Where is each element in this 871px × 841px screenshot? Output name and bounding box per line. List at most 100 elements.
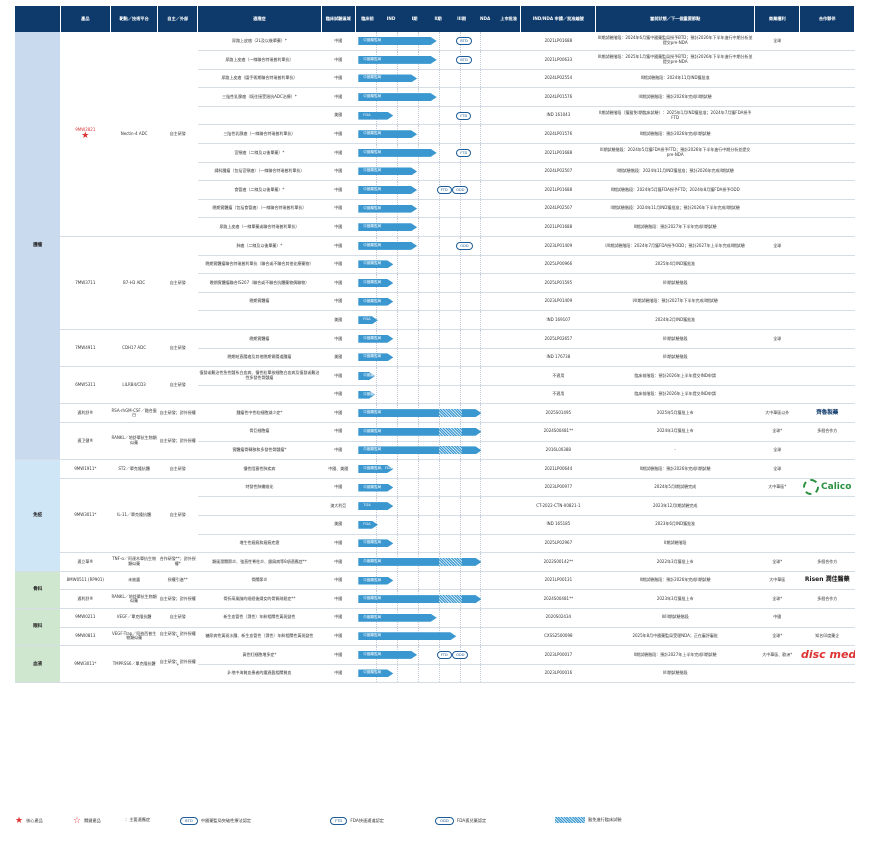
designation-badge: BTD [456, 55, 472, 64]
stage-bar: 中國藥監局 [358, 372, 498, 380]
stage-bar-cell: 中國藥監局 [355, 366, 521, 386]
trial-region: 美國 [321, 310, 356, 330]
stage-gridline [480, 348, 482, 366]
hatch-swatch [555, 817, 585, 823]
partner [799, 329, 855, 349]
partner [799, 608, 855, 628]
stage-bar-cell: 中國藥監局 [355, 69, 521, 89]
application-code: 2024LP02507 [520, 199, 596, 219]
stage-bar: 中國藥監局 [358, 391, 498, 399]
status-text: 2022年3月獲批上市 [595, 552, 755, 572]
stage-bar: FDA FTD [358, 111, 498, 120]
partner [799, 143, 855, 163]
stage-gridline [438, 88, 440, 106]
stage-bar: 中國藥監局 [358, 409, 498, 418]
target-platform: TNF-α／阿達木單抗生物類似藥 [110, 552, 158, 572]
trial-region: 中國 [321, 180, 356, 200]
stage-bar: 中國藥監局 [358, 446, 498, 455]
partner [799, 664, 855, 684]
stage-gridline [417, 106, 419, 124]
source-type: 自主研發 [157, 459, 198, 479]
stage-arrow: 中國藥監局 [358, 93, 436, 101]
stage-bar: 中國藥監局 [358, 484, 498, 492]
designation-badge: ODD [452, 650, 469, 659]
stage-gridline [438, 330, 440, 348]
indication: 實體瘤骨轉移和多發性骨髓瘤* [197, 441, 322, 461]
source-type: 自主研發；對外授權* [157, 627, 198, 647]
commercial-rights [754, 143, 800, 163]
commercial-rights [754, 348, 800, 368]
partner: 知名印度藥企 [799, 627, 855, 647]
legend-ftd: FTD FDA快速通道認定 [330, 817, 384, 825]
product-label: 9MW2821 [75, 126, 96, 132]
stage-arrow: 中國藥監局 [358, 279, 393, 287]
legend-target-note: ：主要適應症 [125, 817, 151, 822]
stage-authority-label: 中國藥監局 [363, 558, 382, 563]
stage-gridline [480, 255, 482, 273]
trial-region: 中國 [321, 162, 356, 182]
product-label: 9MW3011* [74, 660, 97, 666]
stage-gridline [417, 348, 419, 366]
stage-gridline [480, 497, 482, 515]
stage-bar-cell: 中國藥監局 ODD [355, 236, 521, 256]
stage-gridline [417, 292, 419, 310]
application-code: 2021LP00644 [520, 459, 596, 479]
partner [799, 50, 855, 70]
trial-region: 中國 [321, 143, 356, 163]
partner [799, 87, 855, 107]
target-platform: CDH17 ADC [110, 329, 158, 368]
commercial-rights [754, 87, 800, 107]
product-label: 8MW0511 (RP901) [66, 577, 104, 583]
application-code: 2025LP01595 [520, 273, 596, 293]
commercial-rights [754, 310, 800, 330]
stage-gridline [397, 478, 398, 496]
key-star-outline-icon: ☆ [73, 816, 82, 826]
table-row: 澳大利亞 TGA CT-2022-CTN-00821-1 2023年12月I期試驗完成 [15, 496, 855, 516]
trial-region: 中國 [321, 571, 356, 591]
partner [799, 273, 855, 293]
commercial-rights [754, 199, 800, 219]
header-rights: 商業權利 [754, 6, 801, 32]
trial-region: 中國 [321, 552, 356, 572]
stage-gridline [438, 162, 440, 180]
application-code: 2023LP00016 [520, 664, 596, 684]
indication [197, 106, 322, 126]
stage-arrow: 中國藥監局 [358, 223, 417, 231]
stage-bar: 中國藥監局 [358, 557, 498, 566]
stage-gridline [397, 571, 398, 589]
stage-gridline [417, 460, 419, 478]
table-row: 邁利舒® RSA-rhGM-CSF／融合蛋白 自主研發；對外授權 腫瘤性中性粒細胞減少… [15, 403, 855, 423]
stage-gridline [417, 646, 419, 664]
header-ind: IND [386, 15, 396, 21]
indication: 骨關節炎 [197, 571, 322, 591]
application-code: IND 176738 [520, 348, 596, 368]
trial-region: 中國 [321, 329, 356, 349]
header-partner: 合作夥伴 [799, 6, 855, 32]
stage-gridline [480, 162, 482, 180]
stage-arrow: 中國藥監局 [358, 632, 456, 640]
application-code: 不適用 [520, 385, 596, 405]
stage-gridline [438, 460, 440, 478]
trial-region: 中國 [321, 69, 356, 89]
stage-gridline [459, 385, 461, 403]
trial-region: 中國 [321, 366, 356, 386]
stage-authority-label: FDA [363, 317, 371, 322]
stage-gridline [459, 367, 461, 385]
stage-gridline [376, 367, 378, 385]
indication: 晚期實體瘤（包括食管癌）（一線聯合特瑞普利單抗） [197, 199, 322, 219]
table-row: 腫瘤 9MW2821 ★ Nectin-4 ADC 自主研發 尿路上皮癌（2L及以後單藥）… [15, 32, 855, 461]
source-type: 自主研發 [157, 478, 198, 554]
core-star-icon: ★ [81, 131, 90, 142]
stage-gridline [459, 69, 461, 87]
table-row: 晚期結直腸癌及其他晚期胃腸道腫瘤 美國 中國藥監局 IND 176738 I/II期試驗… [15, 348, 855, 368]
stage-arrow: 中國藥監局 [358, 335, 393, 343]
stage-gridline [397, 515, 398, 534]
partner [799, 310, 855, 330]
partner [799, 162, 855, 182]
table-row: 免疫 9MW1911* ST2／單克隆抗體 自主研發 慢性阻塞性肺疾病 中國、美國 中國藥監… [15, 459, 855, 572]
partner [799, 515, 855, 535]
stage-gridline [480, 274, 482, 292]
status-text: 2024年2月IND獲批准 [595, 310, 755, 330]
application-code: 2024LP01576 [520, 124, 596, 145]
status-text: I/II期試驗階段：預計2027年下半年完成II期試驗 [595, 292, 755, 312]
